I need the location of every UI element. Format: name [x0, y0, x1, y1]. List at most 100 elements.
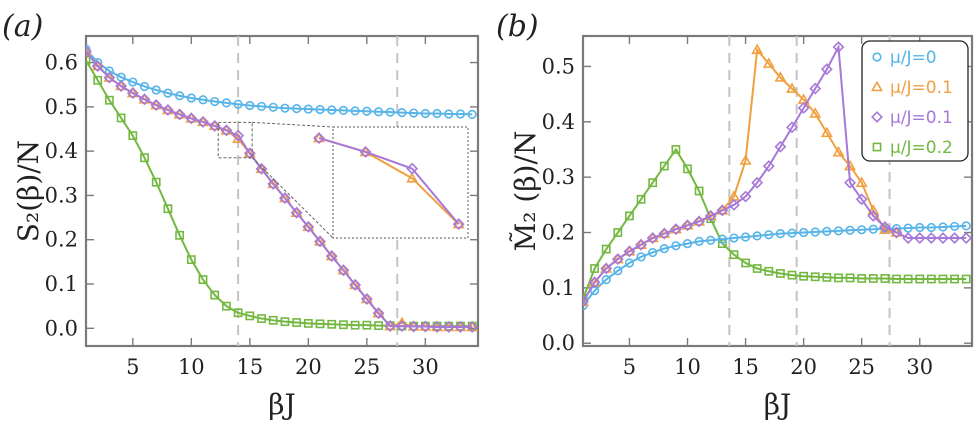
data-point [623, 245, 636, 258]
data-point [175, 91, 185, 101]
data-point [337, 264, 350, 275]
data-point [820, 63, 833, 76]
legend-label: μ/J=0.1 [890, 108, 953, 128]
data-point [845, 225, 855, 235]
legend: μ/J=0 μ/J=0.1 μ/J=0.1 μ/J=0.2 [861, 40, 969, 162]
data-point [648, 178, 658, 188]
series-line [86, 48, 473, 116]
data-point [739, 190, 752, 203]
x-tick-label: 5 [623, 355, 636, 379]
data-point [161, 104, 174, 116]
y-tick-label: 0.5 [45, 95, 78, 119]
data-point [694, 236, 704, 246]
data-point [397, 108, 407, 118]
data-point [774, 71, 787, 82]
plot-frame [581, 34, 974, 348]
data-point [926, 274, 936, 284]
data-point [268, 102, 278, 112]
data-point [432, 108, 442, 119]
data-point [278, 192, 291, 205]
data-point [385, 107, 395, 117]
inset-point [359, 146, 372, 158]
data-point [646, 232, 659, 244]
data-point [832, 41, 845, 54]
data-point [950, 274, 959, 284]
data-point [350, 320, 360, 330]
y-tick-label: 0.0 [45, 316, 78, 340]
data-point [245, 100, 255, 111]
x-tick-label: 20 [790, 355, 817, 379]
data-point [103, 71, 116, 84]
zoom-connector [251, 157, 334, 239]
x-tick-label: 5 [126, 355, 139, 379]
x-axis-title: βJ [268, 388, 295, 421]
data-point [810, 272, 820, 282]
data-point [878, 221, 891, 233]
data-point [372, 307, 385, 320]
data-point [729, 233, 739, 243]
data-point [315, 319, 325, 329]
legend-box [861, 40, 969, 162]
data-point [867, 204, 880, 215]
data-point [600, 262, 613, 273]
data-point [855, 176, 868, 187]
plot-frame [84, 34, 480, 348]
series-3 [583, 145, 971, 304]
data-point [681, 219, 694, 232]
data-point [221, 98, 232, 108]
data-point [834, 273, 843, 283]
data-point [407, 320, 420, 333]
data-point [431, 321, 443, 333]
data-point [636, 252, 646, 262]
data-point [186, 255, 196, 265]
y-tick-label: 0.6 [45, 51, 78, 75]
data-point [728, 198, 740, 211]
data-point [349, 278, 362, 290]
data-point [716, 204, 729, 217]
data-point [337, 264, 350, 277]
data-point [257, 314, 266, 323]
data-point [198, 95, 208, 105]
data-point [86, 45, 92, 58]
data-point [844, 176, 857, 189]
data-point [267, 177, 280, 190]
data-point [186, 93, 196, 103]
data-point [694, 186, 704, 196]
data-point [314, 235, 326, 248]
data-point [163, 88, 173, 98]
legend-label: μ/J=0.2 [890, 138, 953, 158]
data-point [890, 226, 903, 239]
data-point [302, 220, 315, 233]
data-point [648, 247, 658, 258]
inset [217, 121, 469, 239]
y-tick-label: 0.5 [542, 54, 575, 78]
data-point [267, 177, 280, 189]
data-point [255, 162, 268, 175]
data-point [588, 276, 601, 289]
data-point [384, 320, 397, 333]
inset-line [318, 137, 460, 225]
data-point [902, 232, 915, 244]
data-point [360, 292, 373, 304]
zoom-connector [252, 121, 334, 128]
data-point [764, 266, 774, 276]
y-tick-label: 0.4 [45, 139, 78, 163]
data-point [704, 209, 717, 222]
x-tick-label: 25 [353, 355, 380, 379]
data-point [173, 108, 186, 121]
x-tick-label: 25 [848, 355, 875, 379]
data-point [278, 191, 291, 203]
data-point [787, 270, 797, 280]
data-point [419, 320, 432, 333]
data-point [466, 321, 478, 333]
data-point [867, 209, 880, 222]
data-point [786, 121, 798, 134]
inset-point [452, 218, 465, 231]
y-tick-label: 0.4 [542, 110, 575, 134]
data-point [671, 241, 681, 251]
data-point [255, 162, 268, 174]
data-point [151, 177, 161, 187]
data-point [374, 321, 383, 331]
data-point [233, 308, 243, 318]
